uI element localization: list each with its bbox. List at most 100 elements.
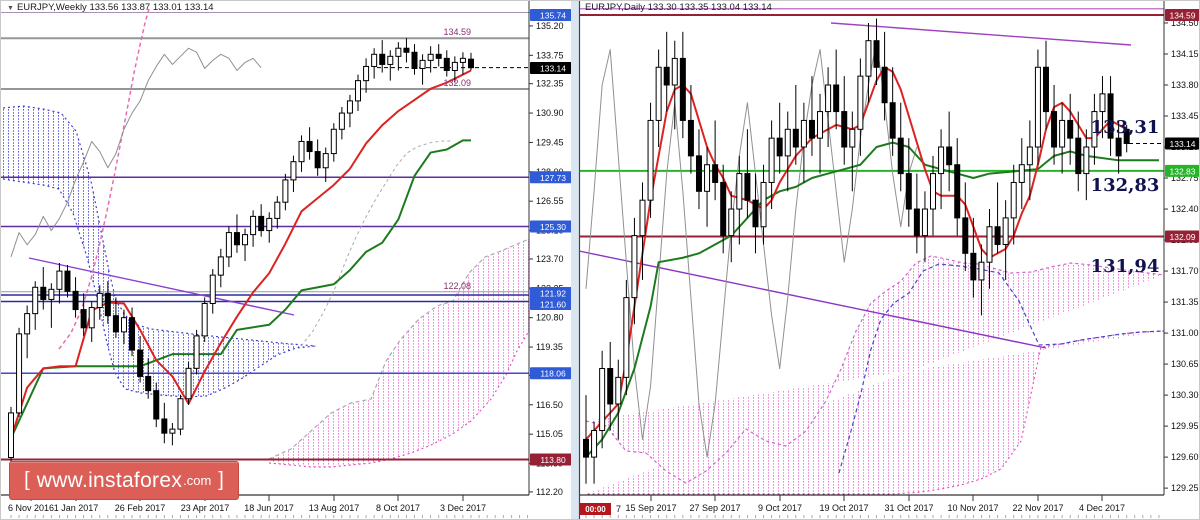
right-trendline[interactable] [830,22,1132,46]
candle [978,261,985,281]
candle [290,161,297,181]
svg-text:134.50: 134.50 [1171,18,1199,28]
svg-text:129.60: 129.60 [1171,452,1199,462]
candle [687,119,694,157]
svg-text:133.45: 133.45 [1171,111,1199,121]
candle [994,226,1001,245]
candle [1099,93,1106,113]
candle [467,58,474,69]
svg-text:129.95: 129.95 [1171,421,1199,431]
price-annotation: 133,31 [1091,117,1160,138]
svg-text:23 Apr 2017: 23 Apr 2017 [181,503,230,513]
candle [1059,119,1066,148]
candle [954,164,961,219]
svg-text:113.80: 113.80 [540,455,566,465]
candle [825,84,832,113]
candle [96,292,103,309]
svg-text:1 Jan 2017: 1 Jan 2017 [54,503,99,513]
candle [419,59,426,69]
price-badge [1165,9,1199,21]
svg-text:3 Dec 2017: 3 Dec 2017 [440,503,486,513]
candle [704,164,711,192]
svg-text:27 Sep 2017: 27 Sep 2017 [689,503,740,513]
candle [120,317,127,333]
candle [1107,93,1114,139]
svg-text:132.40: 132.40 [1171,204,1199,214]
candle [849,128,856,148]
price-badge [530,367,576,380]
candle [881,66,888,104]
candle [306,140,313,153]
candle [355,80,362,102]
panel-divider[interactable] [571,1,579,520]
candle [938,146,945,175]
candle [371,53,378,67]
svg-text:6 Nov 2016: 6 Nov 2016 [8,503,54,513]
candle [185,367,192,400]
panel-right[interactable]: 134.50134.15133.80133.45133.10132.75132.… [578,1,1200,518]
svg-text:134.59: 134.59 [1170,11,1196,21]
candle [897,137,904,175]
candle [946,146,953,166]
candle [177,398,184,430]
svg-text:129.45: 129.45 [536,137,564,147]
panel-left[interactable]: 135.20133.75132.35130.90129.45128.00126.… [1,1,579,518]
chart-title-left-text: EURJPY,Weekly 133.56 133.87 133.01 133.1… [16,2,214,13]
candle [712,164,719,183]
candle [72,290,79,311]
candle [153,390,160,420]
svg-text:131.70: 131.70 [1171,266,1199,276]
candle [64,270,71,292]
candle [387,55,394,65]
svg-text:13 Aug 2017: 13 Aug 2017 [309,503,360,513]
candle [986,226,993,263]
candle [889,102,896,139]
candle [161,418,168,434]
candle [282,179,289,203]
price-annotation: 131,94 [1091,256,1160,277]
candle [647,119,654,201]
svg-text:10 Nov 2017: 10 Nov 2017 [947,503,998,513]
svg-text:130.30: 130.30 [1171,390,1199,400]
svg-text:134.15: 134.15 [1171,49,1199,59]
candle [1123,128,1130,144]
left-trendline[interactable] [28,257,295,316]
svg-text:121.92: 121.92 [540,289,566,299]
price-annotation: 132,83 [1091,175,1160,196]
candle [201,303,208,337]
price-badge [1165,164,1199,177]
candle [970,252,977,281]
candle [250,215,257,236]
candle [679,57,686,121]
candle [905,173,912,210]
candle [1083,146,1090,175]
right-price-axis: 134.50134.15133.80133.45133.10132.75132.… [1163,1,1199,495]
level-price-label: 122.08 [443,281,471,291]
candle [137,349,144,377]
candle [363,65,370,82]
candle [233,232,240,246]
svg-text:18 Jun 2017: 18 Jun 2017 [244,503,294,513]
candle [1026,146,1033,166]
price-badge [530,62,576,74]
candle [744,173,751,201]
watermark-bracket-left: [ [24,469,30,491]
svg-text:19 Oct 2017: 19 Oct 2017 [819,503,868,513]
clipped-date-label: 7 [616,504,621,514]
candle [379,53,386,65]
candle [169,428,176,434]
watermark-domain: www.instaforex [36,468,183,492]
svg-text:8 Oct 2017: 8 Oct 2017 [376,503,420,513]
candle [209,274,216,305]
candle [242,234,249,246]
right-ichimoku-cloud [585,255,1165,495]
svg-text:115.05: 115.05 [536,429,563,439]
candle [338,112,345,130]
candle [104,292,111,317]
svg-text:15 Sep 2017: 15 Sep 2017 [625,503,676,513]
svg-text:130.90: 130.90 [536,108,564,118]
candle [663,66,670,86]
candle [56,270,63,290]
